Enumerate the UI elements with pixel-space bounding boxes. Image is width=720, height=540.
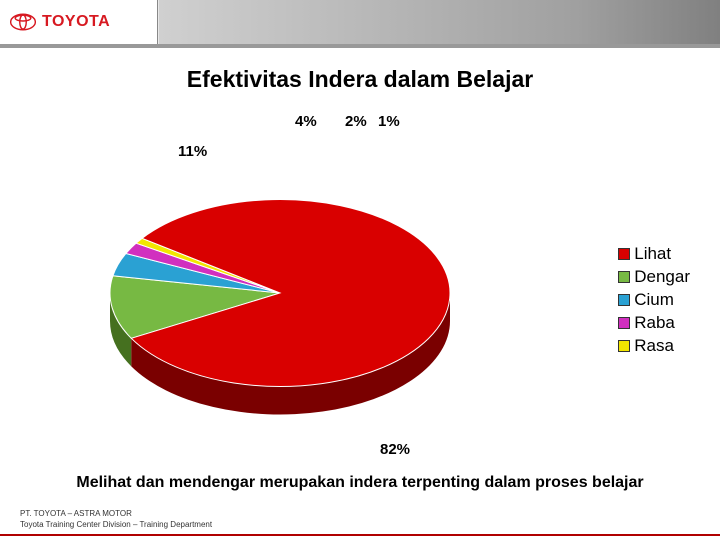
header-bar: TOYOTA xyxy=(0,0,720,48)
legend-label: Raba xyxy=(634,312,675,335)
legend-swatch xyxy=(618,271,630,283)
chart-title: Efektivitas Indera dalam Belajar xyxy=(0,66,720,93)
slice-label: 1% xyxy=(378,113,400,130)
slice-label: 82% xyxy=(380,441,410,458)
legend-swatch xyxy=(618,317,630,329)
legend-label: Lihat xyxy=(634,243,671,266)
legend-label: Rasa xyxy=(634,335,674,358)
footer-line-1: PT. TOYOTA – ASTRA MOTOR xyxy=(20,509,212,519)
footer-line-2: Toyota Training Center Division – Traini… xyxy=(20,520,212,530)
legend-item: Raba xyxy=(618,312,690,335)
brand-name: TOYOTA xyxy=(42,13,110,31)
brand-logo: TOYOTA xyxy=(0,0,158,44)
legend-item: Lihat xyxy=(618,243,690,266)
footer: PT. TOYOTA – ASTRA MOTOR Toyota Training… xyxy=(20,509,212,530)
toyota-icon xyxy=(10,13,36,31)
legend-swatch xyxy=(618,340,630,352)
chart-caption: Melihat dan mendengar merupakan indera t… xyxy=(0,474,720,492)
footer-redline xyxy=(0,534,720,536)
legend-item: Cium xyxy=(618,289,690,312)
legend-item: Dengar xyxy=(618,266,690,289)
legend: LihatDengarCiumRabaRasa xyxy=(618,243,690,358)
chart-area: 82% 11% 4% 2% 1% LihatDengarCiumRabaRasa xyxy=(0,103,720,463)
legend-swatch xyxy=(618,294,630,306)
pie-chart xyxy=(80,103,480,443)
legend-item: Rasa xyxy=(618,335,690,358)
slice-label: 4% xyxy=(295,113,317,130)
legend-label: Cium xyxy=(634,289,674,312)
legend-label: Dengar xyxy=(634,266,690,289)
slice-label: 2% xyxy=(345,113,367,130)
slice-label: 11% xyxy=(178,143,207,160)
legend-swatch xyxy=(618,248,630,260)
